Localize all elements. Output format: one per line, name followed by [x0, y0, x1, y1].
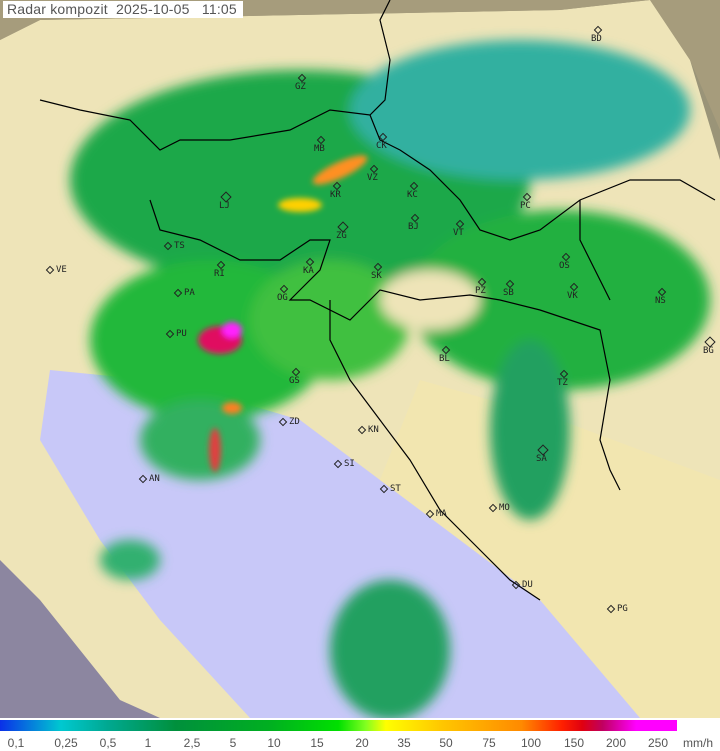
city-label: ZD — [289, 417, 300, 427]
legend-tick: 1 — [144, 736, 152, 750]
legend-tick: 20 — [355, 736, 369, 750]
city-label: KR — [330, 190, 341, 200]
city-label: SB — [503, 288, 514, 298]
city-label: AN — [149, 474, 160, 484]
city-label: ST — [390, 484, 401, 494]
legend-tick: 0,5 — [99, 736, 117, 750]
legend-unit: mm/h — [683, 736, 713, 750]
city-label: PU — [176, 329, 187, 339]
legend-tick: 50 — [439, 736, 453, 750]
city-label: BD — [591, 34, 602, 44]
legend-tick: 35 — [397, 736, 411, 750]
city-label: ZG — [336, 231, 347, 241]
city-label: PZ — [475, 286, 486, 296]
city-label: OG — [277, 293, 288, 303]
city-label: KC — [407, 190, 418, 200]
legend-tick: 5 — [229, 736, 237, 750]
city-label: BG — [703, 346, 714, 356]
city-label: KN — [368, 425, 379, 435]
precipitation-legend: 0,1 0,25 0,5 1 2,5 5 10 15 20 35 50 75 1… — [0, 718, 720, 751]
city-label: NS — [655, 296, 666, 306]
city-label: MO — [499, 503, 510, 513]
city-label: BJ — [408, 222, 419, 232]
city-label: PC — [520, 201, 531, 211]
legend-tick: 100 — [520, 736, 542, 750]
country-borders — [39, 0, 716, 601]
heavy-rain-cells — [198, 155, 368, 472]
legend-tick: 150 — [563, 736, 585, 750]
city-label: SI — [344, 459, 355, 469]
sea-west — [0, 560, 160, 718]
legend-tick: 75 — [482, 736, 496, 750]
city-label: GZ — [295, 82, 306, 92]
legend-tick: 250 — [647, 736, 669, 750]
city-label: VE — [56, 265, 67, 275]
city-label: DU — [522, 580, 533, 590]
legend-tick: 0,25 — [54, 736, 78, 750]
city-label: VK — [567, 291, 578, 301]
city-label: RI — [214, 269, 225, 279]
city-label: GS — [289, 376, 300, 386]
city-label: VT — [453, 228, 464, 238]
legend-tick: 0,1 — [7, 736, 25, 750]
legend-tick: 200 — [605, 736, 627, 750]
map-background — [0, 0, 720, 718]
city-label: CK — [376, 141, 387, 151]
land-adriatic-east — [380, 380, 720, 718]
city-label: TS — [174, 241, 185, 251]
city-label: LJ — [219, 201, 230, 211]
city-label: PG — [617, 604, 628, 614]
city-label: SK — [371, 271, 382, 281]
map-title: Radar kompozit 2025-10-05 11:05 — [3, 1, 243, 18]
city-label: KA — [303, 266, 314, 276]
city-label: MB — [314, 144, 325, 154]
legend-tick: 2,5 — [183, 736, 201, 750]
legend-tick: 15 — [310, 736, 324, 750]
legend-color-bar — [0, 720, 677, 731]
city-label: SA — [536, 454, 547, 464]
city-label: PA — [184, 288, 195, 298]
legend-tick: 10 — [267, 736, 281, 750]
radar-map: Radar kompozit 2025-10-05 11:05 BD GZ MB… — [0, 0, 720, 718]
city-label: TZ — [557, 378, 568, 388]
city-label: OS — [559, 261, 570, 271]
city-label: BL — [439, 354, 450, 364]
city-label: MA — [436, 509, 447, 519]
city-label: VZ — [367, 173, 378, 183]
